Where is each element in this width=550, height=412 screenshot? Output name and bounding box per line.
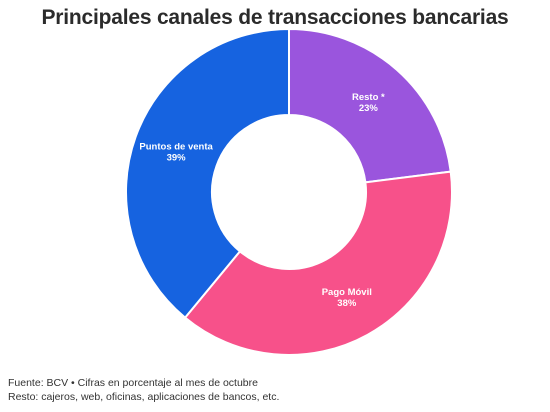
source-note: Fuente: BCV • Cifras en porcentaje al me… [8, 377, 258, 389]
slice-label-category: Pago Móvil [322, 287, 372, 298]
slice-label-value: 23% [359, 103, 379, 114]
slice-label-value: 38% [337, 298, 357, 309]
slice-label-category: Resto * [352, 92, 385, 103]
slice-puntos-de-venta [125, 27, 290, 320]
slice-label-value: 39% [167, 152, 187, 163]
slice-label-category: Puntos de venta [139, 141, 213, 152]
rest-note: Resto: cajeros, web, oficinas, aplicacio… [8, 391, 280, 403]
slice-resto [288, 27, 452, 184]
slice-pago-m-vil [183, 170, 453, 356]
donut-slices [125, 27, 453, 356]
chart-footer: Fuente: BCV • Cifras en porcentaje al me… [8, 376, 279, 404]
chart-title: Principales canales de transacciones ban… [41, 6, 509, 29]
